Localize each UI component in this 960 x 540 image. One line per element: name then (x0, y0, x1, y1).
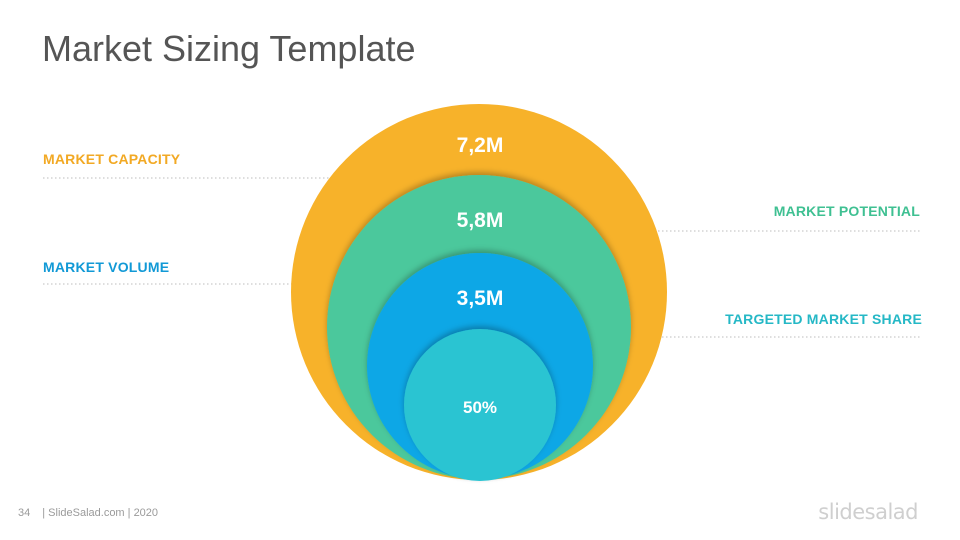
market-volume-label: MARKET VOLUME (43, 259, 170, 275)
footer: 34 | SlideSalad.com | 2020 (18, 507, 158, 519)
footer-credit: | SlideSalad.com | 2020 (42, 507, 159, 519)
page-title: Market Sizing Template (42, 28, 416, 69)
market-potential-value: 5,8M (457, 209, 504, 232)
market-capacity-value: 7,2M (457, 134, 504, 157)
market-volume-value: 3,5M (457, 287, 504, 310)
market-capacity-label: MARKET CAPACITY (43, 151, 181, 167)
page-number: 34 (18, 507, 31, 519)
market-potential-label: MARKET POTENTIAL (773, 203, 920, 219)
targeted-market-share-label: TARGETED MARKET SHARE (725, 311, 922, 327)
targeted-market-share-circle (404, 329, 556, 481)
slidesalad-logo: slidesalad (818, 500, 918, 524)
targeted-market-share-value: 50% (463, 398, 497, 417)
